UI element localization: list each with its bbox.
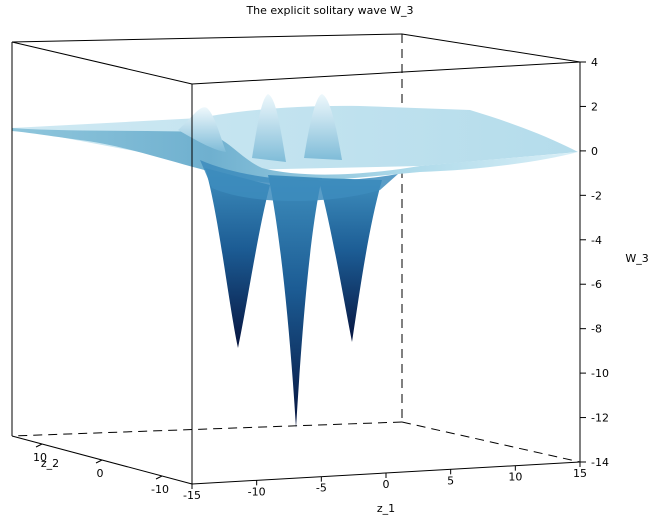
- y-tick-label: -10: [151, 483, 169, 496]
- y-tick-label: 10: [33, 451, 47, 464]
- y-tick-mark: [155, 475, 163, 480]
- z-axis-title: W_3: [625, 252, 648, 265]
- trough-bridge: [200, 160, 398, 202]
- box-hidden-edges: [11, 34, 581, 463]
- surface: [12, 94, 578, 428]
- crest-left: [178, 107, 226, 152]
- x-axis-title: z_1: [377, 502, 395, 515]
- x-tick-label: 10: [508, 471, 522, 484]
- x-tick-label: -5: [316, 482, 327, 495]
- crest-middle: [252, 94, 286, 162]
- chart-title: The explicit solitary wave W_3: [245, 4, 413, 17]
- z-axis: 4 2 0 -2 -4 -6 -8 -10 -12 -14: [580, 56, 609, 469]
- y-tick-label: 0: [97, 467, 104, 480]
- z-tick-label: 4: [591, 56, 598, 69]
- x-tick-label: -10: [248, 485, 266, 498]
- trough-right: [318, 178, 382, 342]
- z-tick-label: -8: [591, 323, 602, 336]
- z-tick-label: 2: [591, 100, 598, 113]
- x-tick-label: 15: [573, 467, 587, 480]
- trough-center: [268, 175, 322, 428]
- z-tick-label: -6: [591, 278, 602, 291]
- trough-left: [205, 168, 270, 348]
- y-axis: 10 0 -10: [33, 443, 169, 496]
- z-tick-label: -12: [591, 412, 609, 425]
- z-tick-label: 0: [591, 145, 598, 158]
- x-axis: -15 -10 -5 0 5 10 15: [183, 462, 587, 502]
- surface-main-plate: [12, 128, 578, 184]
- z-tick-label: -14: [591, 456, 609, 469]
- y-tick-mark: [95, 459, 103, 464]
- z-tick-label: -10: [591, 367, 609, 380]
- crest-right: [304, 94, 342, 160]
- z-tick-label: -2: [591, 189, 602, 202]
- x-tick-label: -15: [183, 489, 201, 502]
- y-tick-mark: [35, 443, 43, 448]
- y-axis-title: z_2: [41, 457, 59, 470]
- x-tick-label: 0: [383, 478, 390, 491]
- x-tick-label: 5: [447, 474, 454, 487]
- z-tick-label: -4: [591, 234, 602, 247]
